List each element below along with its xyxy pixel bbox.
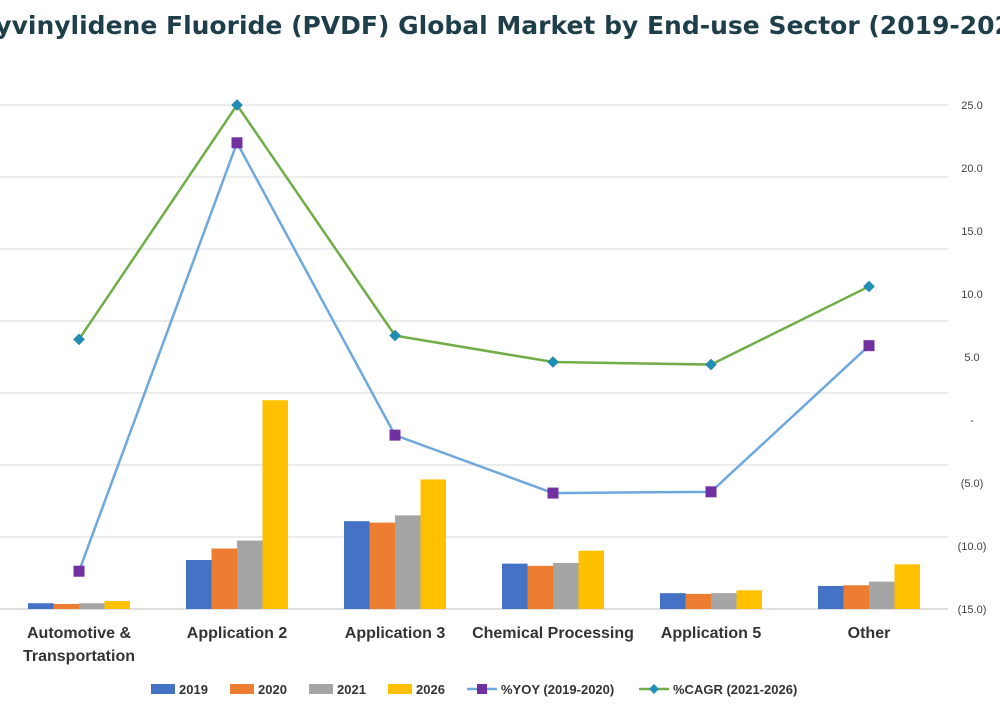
- cagr-marker-1: [231, 99, 243, 111]
- legend-marker-yoy: [477, 684, 487, 694]
- category-label: Automotive &: [27, 625, 131, 642]
- legend-label: %CAGR (2021-2026): [673, 682, 797, 697]
- line-series: [73, 99, 875, 577]
- legend-label: 2020: [258, 682, 287, 697]
- category-label: Other: [848, 625, 891, 642]
- bar-2020-4: [685, 593, 711, 609]
- yoy-marker-0: [73, 565, 85, 577]
- category-label: Application 2: [187, 625, 288, 642]
- legend-swatch-2020: [230, 684, 254, 694]
- bar-2020-0: [53, 603, 79, 609]
- gridlines: [0, 104, 948, 610]
- right-axis-ticks: 25.0 20.0 15.0 10.0 5.0 - (5.0) (10.0) (15.0): [958, 100, 987, 616]
- bar-2019-4: [660, 593, 686, 609]
- bar-2021-3: [553, 562, 579, 609]
- category-axis-ticks: Automotive & Transportation Application 2 A…: [23, 625, 890, 665]
- legend-label: 2019: [179, 682, 208, 697]
- right-axis-tick-label: -: [970, 415, 974, 427]
- line-yoy: [77, 139, 870, 572]
- bar-2020-5: [843, 585, 869, 609]
- category-label: Application 5: [661, 625, 762, 642]
- legend-label: 2021: [337, 682, 366, 697]
- category-label: Chemical Processing: [472, 625, 634, 642]
- yoy-marker-5: [863, 340, 875, 352]
- legend-swatch-2026: [388, 684, 412, 694]
- line-cagr: [77, 102, 870, 366]
- bar-2026-4: [736, 590, 762, 609]
- bar-2021-5: [869, 581, 895, 609]
- right-axis-tick-label: (5.0): [961, 478, 984, 490]
- legend-swatch-2019: [151, 684, 175, 694]
- bars: [28, 400, 920, 609]
- yoy-marker-4: [705, 486, 717, 498]
- right-axis-tick-label: 10.0: [961, 289, 982, 301]
- right-axis-tick-label: (10.0): [958, 541, 987, 553]
- cagr-marker-0: [73, 333, 85, 346]
- bar-2019-0: [28, 603, 54, 609]
- bar-2019-3: [502, 563, 528, 609]
- category-label: Application 3: [345, 625, 446, 642]
- bar-2019-1: [186, 560, 212, 609]
- bar-2021-1: [237, 540, 263, 609]
- cagr-marker-4: [705, 358, 717, 371]
- right-axis-tick-label: 15.0: [961, 226, 982, 238]
- bar-2020-3: [527, 565, 553, 609]
- bar-2021-2: [395, 515, 421, 609]
- bar-2026-1: [262, 400, 288, 609]
- bar-2021-0: [79, 603, 105, 609]
- legend-label: 2026: [416, 682, 445, 697]
- cagr-marker-3: [547, 356, 559, 368]
- yoy-marker-1: [231, 137, 243, 149]
- category-label: Transportation: [23, 648, 135, 665]
- bar-2021-4: [711, 593, 737, 609]
- right-axis-tick-label: 25.0: [961, 100, 982, 112]
- right-axis-tick-label: (15.0): [958, 604, 987, 616]
- bar-2026-2: [420, 479, 446, 609]
- bar-2020-1: [211, 548, 237, 609]
- legend-swatch-2021: [309, 684, 333, 694]
- yoy-marker-3: [547, 487, 559, 499]
- bar-2026-0: [104, 601, 130, 609]
- legend-label: %YOY (2019-2020): [501, 682, 614, 697]
- bar-2026-3: [578, 550, 604, 609]
- bar-2019-5: [818, 585, 844, 609]
- bar-2019-2: [344, 521, 370, 609]
- legend-marker-cagr: [649, 684, 659, 694]
- bar-2020-2: [369, 522, 395, 609]
- yoy-marker-2: [389, 429, 401, 441]
- cagr-marker-2: [389, 329, 401, 342]
- chart-title: Polyvinylidene Fluoride (PVDF) Global Ma…: [0, 11, 1000, 40]
- right-axis-tick-label: 20.0: [961, 163, 982, 175]
- bar-2026-5: [894, 564, 920, 609]
- cagr-marker-5: [863, 280, 875, 293]
- right-axis-tick-label: 5.0: [964, 352, 979, 364]
- legend: 2019 2020 2021 2026 %YOY (2019-2020) %CAGR (2…: [151, 682, 797, 697]
